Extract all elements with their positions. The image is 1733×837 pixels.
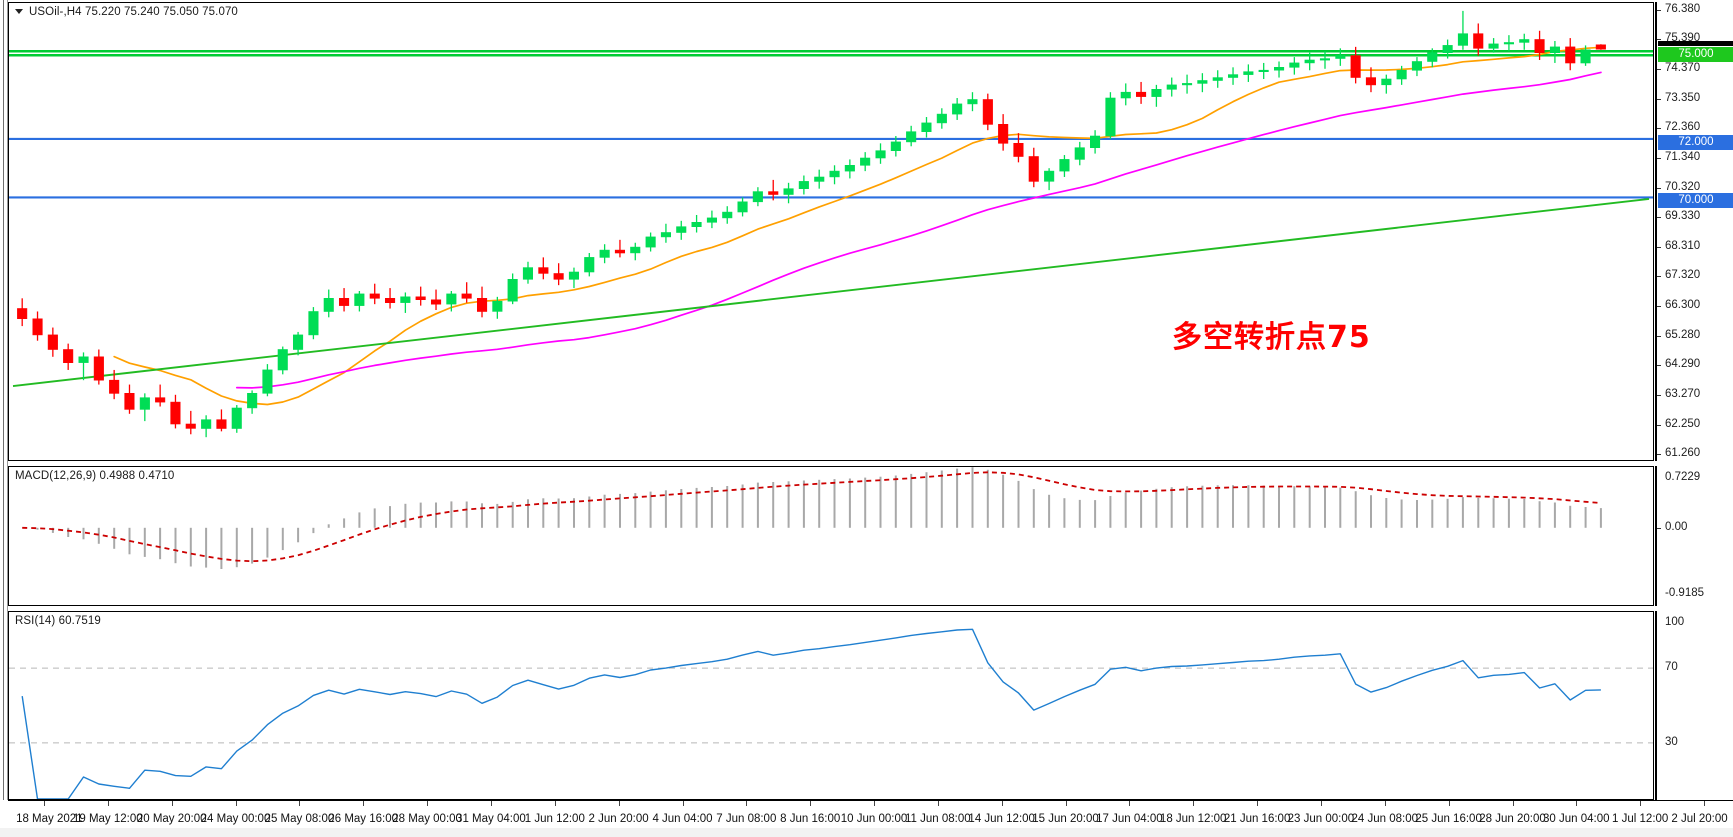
time-tick-label: 8 Jun 16:00 (780, 813, 841, 825)
price-level-chip[interactable]: 72.000 (1658, 134, 1733, 150)
time-tick-label: 17 Jun 04:00 (1096, 813, 1163, 825)
price-pane-label: USOil-,H4 75.220 75.240 75.050 75.070 (15, 6, 238, 18)
time-tick-label: 28 May 00:00 (392, 813, 462, 825)
window-left-border (0, 0, 8, 800)
time-tick-mark (171, 801, 173, 806)
rsi-tick-label: 100 (1665, 616, 1685, 628)
price-level-chip[interactable]: 70.000 (1658, 193, 1733, 209)
current-price-marker (1658, 41, 1733, 46)
time-tick-label: 14 Jun 12:00 (968, 813, 1035, 825)
time-tick-mark (1448, 801, 1450, 806)
chart-annotation-text: 多空转折点75 (1172, 320, 1371, 355)
time-tick-label: 2 Jun 20:00 (588, 813, 649, 825)
time-tick-label: 11 Jun 08:00 (904, 813, 971, 825)
time-tick-label: 2 Jul 20:00 (1671, 813, 1728, 825)
price-scale[interactable]: 76.380 75.390 74.370 73.350 72.360 71.340 70.3… (1655, 2, 1733, 461)
price-tick-label: 67.320 (1665, 269, 1701, 281)
price-tick-label: 72.360 (1665, 121, 1701, 133)
time-tick-label: 1 Jun 12:00 (524, 813, 585, 825)
time-tick-mark (299, 801, 301, 806)
price-tick-label: 65.280 (1665, 328, 1701, 341)
macd-chart-canvas[interactable] (9, 467, 1653, 605)
macd-pane-label: MACD(12,26,9) 0.4988 0.4710 (15, 470, 175, 482)
price-tick-label: 69.330 (1665, 210, 1701, 222)
time-tick-mark (937, 801, 939, 806)
time-tick-label: 18 Jun 12:00 (1159, 813, 1227, 825)
rsi-scale[interactable]: 100 70 30 (1655, 611, 1733, 800)
time-tick-label: 24 May 00:00 (200, 813, 271, 825)
time-tick-mark (107, 801, 109, 806)
rsi-pane-label: RSI(14) 60.7519 (15, 615, 101, 627)
time-tick-label: 24 Jun 08:00 (1351, 813, 1419, 825)
time-tick-mark (810, 801, 812, 806)
time-tick-label: 10 Jun 00:00 (840, 813, 908, 825)
time-tick-mark (1640, 801, 1642, 806)
time-tick-label: 23 Jun 00:00 (1287, 813, 1355, 825)
time-tick-mark (235, 801, 237, 806)
time-tick-mark (427, 801, 429, 806)
macd-tick-label: 0.7229 (1665, 471, 1701, 483)
time-tick-mark (1704, 801, 1705, 806)
price-tick-label: 68.310 (1665, 239, 1701, 252)
time-tick-label: 28 Jun 20:00 (1479, 813, 1546, 825)
time-tick-label: 19 May 12:00 (72, 813, 143, 825)
rsi-tick-label: 30 (1665, 736, 1678, 749)
time-tick-label: 1 Jul 12:00 (1612, 813, 1669, 825)
time-tick-mark (1065, 801, 1067, 806)
price-tick-label: 66.300 (1665, 298, 1701, 311)
time-tick-label: 4 Jun 04:00 (652, 813, 713, 825)
time-tick-label: 7 Jun 08:00 (716, 813, 777, 825)
price-tick-label: 73.350 (1665, 91, 1701, 104)
time-tick-mark (1512, 801, 1514, 806)
price-tick-label: 64.290 (1665, 358, 1701, 370)
time-tick-mark (1257, 801, 1259, 806)
symbol-ohlc-text: USOil-,H4 75.220 75.240 75.050 75.070 (29, 6, 238, 18)
price-tick-label: 63.270 (1665, 387, 1701, 400)
macd-tick-label: -0.9185 (1665, 587, 1705, 599)
time-tick-mark (874, 801, 875, 806)
macd-scale[interactable]: 0.7229 0.00 -0.9185 (1655, 466, 1733, 606)
time-tick-label: 18 May 2021 (16, 813, 83, 825)
time-tick-label: 21 Jun 16:00 (1223, 813, 1291, 825)
macd-indicator-pane[interactable]: MACD(12,26,9) 0.4988 0.4710 (8, 466, 1654, 606)
time-tick-label: 26 May 16:00 (328, 813, 399, 825)
time-tick-mark (682, 801, 684, 806)
time-tick-mark (363, 801, 365, 806)
time-tick-mark (1129, 801, 1131, 806)
time-tick-mark (554, 801, 556, 806)
time-tick-mark (746, 801, 748, 806)
price-chart-pane[interactable]: USOil-,H4 75.220 75.240 75.050 75.070 (8, 2, 1654, 461)
price-tick-label: 70.320 (1665, 180, 1701, 193)
time-tick-label: 30 Jun 04:00 (1543, 813, 1610, 825)
time-tick-mark (490, 801, 492, 806)
price-tick-label: 62.250 (1665, 417, 1701, 430)
collapse-caret-icon[interactable] (15, 9, 23, 14)
price-tick-label: 74.370 (1665, 62, 1701, 74)
axis-bottom-shade (0, 828, 1733, 837)
price-tick-label: 61.260 (1665, 447, 1701, 459)
price-level-chip[interactable]: 75.000 (1658, 46, 1733, 62)
price-tick-label: 71.340 (1665, 150, 1701, 163)
time-tick-label: 20 May 20:00 (136, 813, 207, 825)
time-tick-mark (1193, 801, 1195, 806)
time-tick-mark (618, 801, 620, 806)
time-tick-mark (1001, 801, 1003, 806)
time-tick-label: 31 May 04:00 (456, 813, 526, 825)
time-tick-mark (44, 801, 45, 806)
price-chart-canvas[interactable] (9, 3, 1653, 460)
time-tick-mark (1576, 801, 1578, 806)
time-tick-label: 15 Jun 20:00 (1032, 813, 1099, 825)
rsi-chart-canvas[interactable] (9, 612, 1653, 799)
macd-tick-label: 0.00 (1665, 520, 1688, 533)
rsi-indicator-pane[interactable]: RSI(14) 60.7519 (8, 611, 1654, 800)
rsi-tick-label: 70 (1665, 660, 1678, 673)
price-tick-label: 76.380 (1665, 2, 1701, 15)
time-tick-label: 25 Jun 16:00 (1415, 813, 1482, 825)
time-tick-label: 25 May 08:00 (264, 813, 335, 825)
time-tick-mark (1320, 801, 1322, 806)
time-tick-mark (1384, 801, 1386, 806)
